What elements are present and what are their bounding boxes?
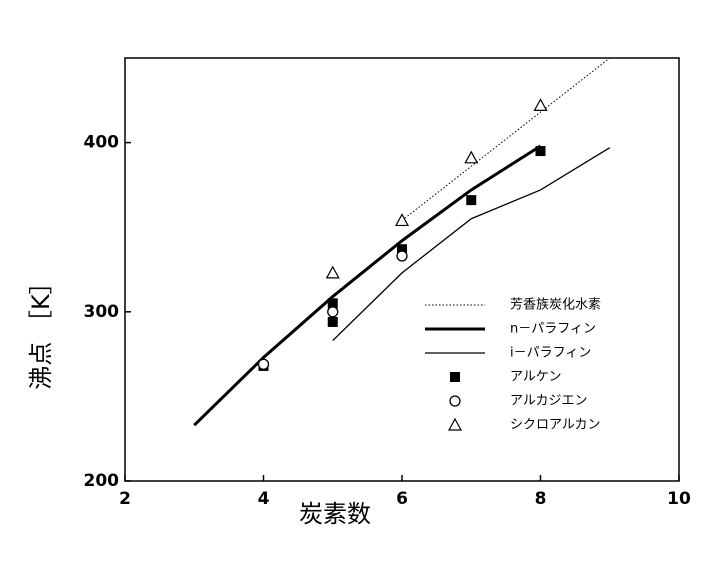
data-point bbox=[397, 244, 407, 255]
data-point bbox=[396, 250, 408, 262]
data-point bbox=[464, 150, 479, 164]
data-point bbox=[394, 213, 410, 227]
data-point bbox=[535, 146, 546, 157]
legend-swatch bbox=[449, 395, 461, 407]
y-tick-label: 400 bbox=[84, 133, 120, 153]
legend-label: アルカジエン bbox=[510, 394, 587, 409]
data-point bbox=[533, 98, 548, 111]
y-tick-label: 300 bbox=[84, 302, 120, 322]
legend-swatch bbox=[447, 417, 463, 431]
series-line bbox=[401, 57, 611, 221]
legend-label: n－パラフィン bbox=[510, 322, 596, 337]
data-point bbox=[327, 306, 339, 318]
data-point bbox=[257, 358, 270, 370]
data-point bbox=[466, 195, 477, 206]
legend-swatch bbox=[450, 372, 460, 382]
x-tick-label: 2 bbox=[119, 489, 131, 509]
data-point bbox=[325, 265, 340, 279]
legend-label: 芳香族炭化水素 bbox=[510, 297, 601, 313]
data-point bbox=[327, 316, 338, 327]
y-axis-label: 沸点 ［K］ bbox=[27, 270, 55, 389]
y-tick-label: 200 bbox=[84, 471, 120, 491]
series-line bbox=[332, 147, 611, 342]
data-point bbox=[327, 298, 338, 309]
x-axis-label: 炭素数 bbox=[299, 500, 371, 528]
series-line bbox=[193, 144, 542, 427]
x-tick-label: 8 bbox=[535, 489, 547, 509]
x-tick-label: 10 bbox=[667, 489, 691, 509]
x-tick-label: 4 bbox=[258, 489, 270, 509]
x-tick-label: 6 bbox=[396, 489, 408, 509]
legend-label: シクロアルカン bbox=[510, 418, 600, 433]
legend-label: アルケン bbox=[510, 370, 561, 385]
legend-label: i－パラフィン bbox=[510, 346, 591, 361]
